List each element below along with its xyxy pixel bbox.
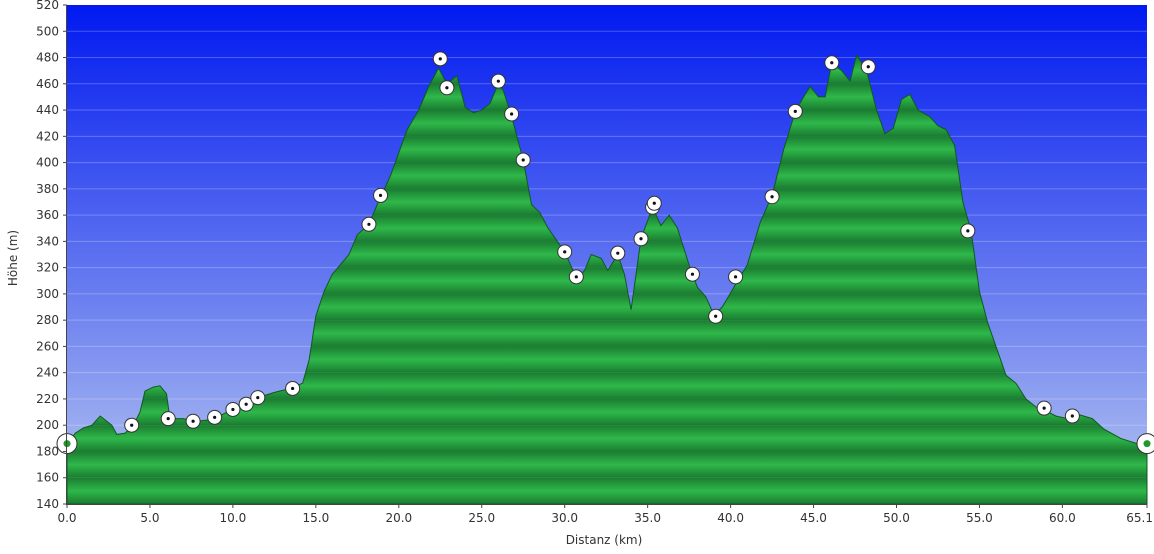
waypoint-marker[interactable] bbox=[646, 195, 662, 211]
waypoint-marker[interactable] bbox=[250, 390, 266, 406]
waypoint-marker[interactable] bbox=[439, 80, 455, 96]
y-tick-label: 140 bbox=[36, 497, 59, 511]
waypoint-marker[interactable] bbox=[610, 245, 626, 261]
waypoint-marker[interactable] bbox=[824, 55, 840, 71]
y-tick-label: 260 bbox=[36, 339, 59, 353]
y-tick-label: 440 bbox=[36, 103, 59, 117]
x-tick-label: 15.0 bbox=[302, 511, 329, 525]
waypoint-marker[interactable] bbox=[504, 106, 520, 122]
y-axis-ticks: 140 160 180 200 220 240 260 280 300 320 340 360 380 4… bbox=[36, 0, 67, 511]
waypoint-marker[interactable] bbox=[432, 51, 448, 67]
x-tick-label: 45.0 bbox=[800, 511, 827, 525]
waypoint-marker[interactable] bbox=[787, 103, 803, 119]
x-tick-label: 20.0 bbox=[385, 511, 412, 525]
y-tick-label: 520 bbox=[36, 0, 59, 12]
y-tick-label: 360 bbox=[36, 208, 59, 222]
y-tick-label: 340 bbox=[36, 234, 59, 248]
y-tick-label: 220 bbox=[36, 392, 59, 406]
waypoint-marker[interactable] bbox=[124, 417, 140, 433]
waypoint-marker[interactable] bbox=[225, 401, 241, 417]
waypoint-marker[interactable] bbox=[1036, 400, 1052, 416]
y-tick-label: 320 bbox=[36, 261, 59, 275]
waypoint-marker[interactable] bbox=[728, 269, 744, 285]
y-tick-label: 240 bbox=[36, 366, 59, 380]
waypoint-marker[interactable] bbox=[708, 308, 724, 324]
waypoint-marker[interactable] bbox=[860, 59, 876, 75]
waypoint-marker[interactable] bbox=[373, 187, 389, 203]
x-tick-label: 40.0 bbox=[717, 511, 744, 525]
elevation-band bbox=[67, 477, 1147, 504]
x-tick-label: 10.0 bbox=[220, 511, 247, 525]
waypoint-marker[interactable] bbox=[207, 409, 223, 425]
x-tick-label: 25.0 bbox=[468, 511, 495, 525]
x-tick-label: 50.0 bbox=[883, 511, 910, 525]
y-tick-label: 300 bbox=[36, 287, 59, 301]
x-tick-label: 30.0 bbox=[551, 511, 578, 525]
y-tick-label: 420 bbox=[36, 129, 59, 143]
x-tick-label: 0.0 bbox=[57, 511, 76, 525]
end-marker[interactable] bbox=[1136, 433, 1154, 455]
waypoint-marker[interactable] bbox=[764, 189, 780, 205]
waypoint-marker[interactable] bbox=[490, 73, 506, 89]
y-tick-label: 400 bbox=[36, 156, 59, 170]
y-tick-label: 160 bbox=[36, 471, 59, 485]
y-tick-label: 460 bbox=[36, 77, 59, 91]
x-tick-label: 60.0 bbox=[1049, 511, 1076, 525]
y-tick-label: 380 bbox=[36, 182, 59, 196]
x-axis-ticks: 0.0 5.0 10.0 15.0 20.0 25.0 30.0 35.0 40.0 45.0 50… bbox=[57, 504, 1153, 525]
waypoint-marker[interactable] bbox=[361, 216, 377, 232]
x-tick-label: 5.0 bbox=[140, 511, 159, 525]
y-tick-label: 200 bbox=[36, 418, 59, 432]
y-tick-label: 280 bbox=[36, 313, 59, 327]
waypoint-marker[interactable] bbox=[684, 266, 700, 282]
y-tick-label: 480 bbox=[36, 51, 59, 65]
waypoint-marker[interactable] bbox=[515, 152, 531, 168]
waypoint-marker[interactable] bbox=[960, 223, 976, 239]
elevation-band bbox=[67, 425, 1147, 452]
waypoint-marker[interactable] bbox=[1064, 408, 1080, 424]
elevation-band bbox=[67, 451, 1147, 478]
waypoint-marker[interactable] bbox=[238, 396, 254, 412]
x-tick-label: 55.0 bbox=[966, 511, 993, 525]
waypoint-marker[interactable] bbox=[285, 380, 301, 396]
x-axis-title: Distanz (km) bbox=[566, 533, 643, 547]
elevation-outline bbox=[66, 53, 1148, 505]
waypoint-marker[interactable] bbox=[557, 244, 573, 260]
waypoint-marker[interactable] bbox=[568, 269, 584, 285]
waypoint-marker[interactable] bbox=[160, 411, 176, 427]
waypoint-marker[interactable] bbox=[185, 413, 201, 429]
x-tick-label: 65.1 bbox=[1126, 511, 1153, 525]
waypoint-marker[interactable] bbox=[633, 231, 649, 247]
y-tick-label: 180 bbox=[36, 444, 59, 458]
y-axis-title: Höhe (m) bbox=[6, 230, 20, 286]
y-tick-label: 500 bbox=[36, 24, 59, 38]
x-tick-label: 35.0 bbox=[634, 511, 661, 525]
